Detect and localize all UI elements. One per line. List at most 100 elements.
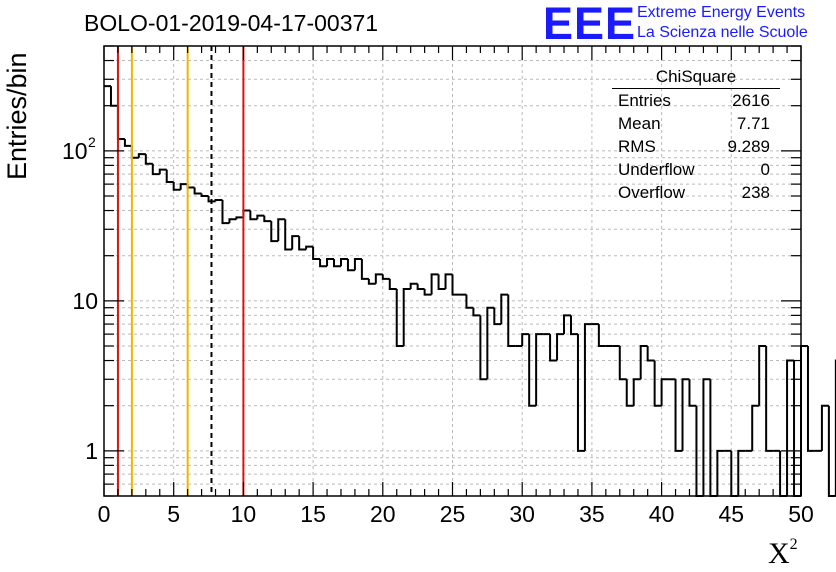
- y-axis-label: Entries/bin: [2, 52, 32, 180]
- histogram-bin: [221, 200, 230, 225]
- stats-row-rms: RMS 9.289: [612, 135, 778, 158]
- histogram-bin: [535, 333, 544, 406]
- x-tick-label: 35: [579, 501, 605, 527]
- histogram-bin: [800, 345, 808, 496]
- histogram-bin: [186, 184, 195, 189]
- histogram-bin: [416, 283, 425, 290]
- histogram-bin: [820, 404, 829, 451]
- y-tick-label: 10: [62, 138, 88, 164]
- eee-logo-line2: La Scienza nelle Scuole: [637, 24, 808, 41]
- histogram-bin: [214, 199, 223, 202]
- x-tick-label: 5: [167, 501, 180, 527]
- histogram-bin: [172, 181, 181, 191]
- histogram-bin: [430, 273, 439, 295]
- stats-value: 2616: [732, 91, 770, 110]
- histogram-bin: [270, 221, 279, 243]
- histogram-bin: [116, 105, 125, 140]
- stats-value: 7.71: [736, 114, 770, 133]
- stats-box: ChiSquare Entries 2616 Mean 7.71 RMS 9.289 …: [612, 67, 780, 204]
- histogram-bin: [339, 258, 348, 267]
- histogram-bin: [493, 307, 502, 326]
- histogram-bin: [277, 218, 286, 242]
- histogram-bin: [249, 210, 258, 221]
- histogram-bin: [758, 345, 767, 406]
- histogram-bin: [765, 346, 774, 452]
- x-tick-label: 20: [370, 501, 396, 527]
- histogram-bin: [151, 163, 160, 176]
- histogram-bin: [409, 282, 418, 289]
- histogram-bin: [193, 187, 202, 195]
- histogram-bin: [806, 346, 815, 452]
- chart-title: BOLO-01-2019-04-17-00371: [84, 10, 379, 36]
- histogram-bin: [472, 307, 481, 317]
- eee-logo-text: Extreme Energy Events La Scienza nelle S…: [637, 3, 808, 43]
- histogram-bin: [702, 378, 711, 496]
- histogram-bin: [688, 379, 697, 407]
- x-tick-label: 45: [719, 501, 745, 527]
- histogram-bin: [437, 274, 446, 290]
- histogram-bin: [444, 273, 453, 289]
- histogram-bin: [360, 259, 369, 280]
- histogram-bin: [346, 259, 355, 272]
- histogram-bin: [625, 379, 634, 407]
- x-axis-label: Χ2: [768, 536, 798, 570]
- stats-value: 0: [760, 160, 770, 179]
- histogram-bin: [207, 196, 216, 203]
- stats-label: Mean: [618, 114, 661, 133]
- histogram-bin: [507, 294, 516, 347]
- histogram-bin: [563, 314, 571, 335]
- histogram-bin: [674, 379, 683, 452]
- histogram-bin: [751, 404, 760, 451]
- histogram-bin: [179, 183, 188, 190]
- stats-label: RMS: [618, 137, 656, 156]
- histogram-bin: [402, 287, 411, 346]
- x-tick-label: 15: [300, 501, 326, 527]
- histogram-bin: [130, 145, 139, 159]
- stats-label: Entries: [618, 91, 671, 110]
- histogram-bin: [827, 405, 836, 497]
- x-tick-label: 10: [231, 501, 257, 527]
- histogram-bin: [479, 315, 488, 381]
- histogram-bin: [291, 235, 300, 250]
- histogram-bin: [158, 168, 167, 175]
- histogram-bin: [228, 218, 237, 224]
- histogram-bin: [681, 378, 690, 451]
- histogram-bin: [549, 334, 558, 362]
- histogram-bin: [465, 294, 474, 309]
- stats-title: ChiSquare: [612, 67, 780, 89]
- x-tick-label: 50: [788, 501, 814, 527]
- stats-label: Overflow: [618, 183, 686, 202]
- y-tick-label: 1: [85, 438, 98, 464]
- histogram-bin: [569, 315, 578, 336]
- histogram-bin: [263, 215, 272, 223]
- histogram-bin: [660, 378, 669, 406]
- histogram-bin: [423, 288, 432, 296]
- histogram-bin: [395, 288, 404, 347]
- histogram-bin: [597, 324, 606, 347]
- x-tick-label: 40: [649, 501, 675, 527]
- histogram-bin: [284, 219, 293, 251]
- histogram-bin: [646, 346, 655, 362]
- histogram-bin: [319, 259, 328, 268]
- histogram-bin: [256, 214, 265, 220]
- histogram-bin: [500, 293, 509, 325]
- histogram-bin: [298, 236, 307, 251]
- stats-label: Underflow: [618, 160, 695, 179]
- x-axis-ticks: 0 5 10 15 20 25 30 35 40 45 50: [98, 46, 814, 527]
- histogram-bin: [333, 259, 341, 268]
- histogram-bin: [576, 334, 585, 452]
- histogram-bin: [144, 154, 153, 165]
- histogram-bin: [793, 360, 801, 497]
- histogram-bars: [104, 85, 836, 497]
- histogram-bin: [235, 216, 244, 220]
- histogram-bin: [556, 333, 565, 361]
- histogram-bin: [305, 245, 314, 250]
- eee-logo-line1: Extreme Energy Events: [637, 4, 806, 21]
- eee-logo: EEE: [543, 0, 637, 49]
- histogram-bin: [486, 306, 495, 380]
- histogram-bin: [165, 169, 174, 183]
- histogram-bin: [709, 379, 718, 497]
- histogram-bin: [583, 323, 592, 451]
- y-tick-label: 10: [72, 288, 98, 314]
